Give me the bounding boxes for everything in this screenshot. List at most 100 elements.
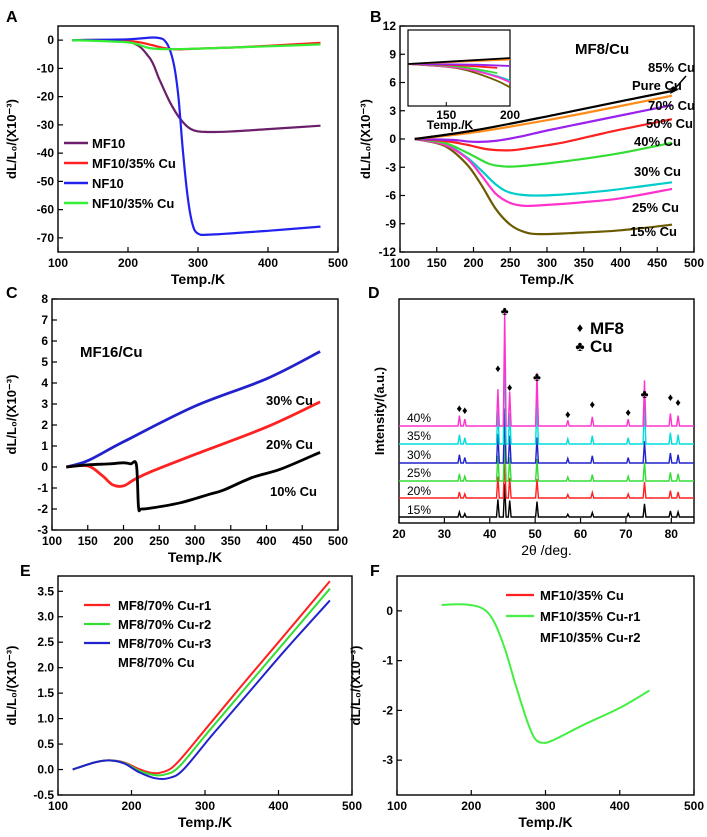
y-tick-label: -12 [379,245,397,259]
y-tick-label: 0 [389,132,396,146]
inset-series-line [408,57,510,65]
y-tick-label: 0 [47,33,54,47]
x-tick-label: 400 [268,799,288,813]
y-tick-label: -50 [37,174,55,188]
xrd-label: 35% [407,429,431,443]
x-tick-label: 20 [392,527,406,541]
y-axis-title: dL/L₀/(X10⁻³) [4,375,19,455]
y-tick-label: 9 [389,47,396,61]
x-tick-label: 400 [610,799,630,813]
y-tick-label: 2.5 [37,635,54,649]
series-label: 20% Cu [266,437,313,452]
series-label: 10% Cu [270,484,317,499]
plot-area [71,36,321,237]
series-line [414,104,673,143]
series-label: 15% Cu [630,224,677,239]
y-tick-label: -6 [385,189,396,203]
series-line [66,451,321,513]
mf8-peak-marker: ♦ [675,397,681,409]
series-line [72,599,331,781]
legend-label: MF10/35% Cu [540,588,624,603]
x-tick-label: 300 [195,799,215,813]
x-tick-label: 200 [113,534,133,548]
y-tick-label: 1.5 [37,686,54,700]
y-axis-title: Intensity/(a.u.) [372,367,387,455]
x-tick-label: 500 [684,799,704,813]
y-tick-label: -3 [37,523,48,537]
y-tick-label: -1 [37,481,48,495]
x-tick-label: 200 [463,256,483,270]
x-tick-label: 50 [528,527,542,541]
x-axis-title: Temp./K [520,271,574,287]
x-tick-label: 350 [221,534,241,548]
series-label: 30% Cu [266,393,313,408]
legend-symbol: ♣ [575,338,584,354]
y-tick-label: 0 [41,460,48,474]
xrd-pattern [399,433,694,482]
x-tick-label: 40 [483,527,497,541]
x-tick-label: 70 [619,527,633,541]
x-tick-label: 100 [42,534,62,548]
x-tick-label: 450 [647,256,667,270]
legend-label: Cu [590,337,613,356]
x-tick-label: 500 [684,256,704,270]
plot-area [65,350,321,513]
xrd-label: 20% [407,484,431,498]
x-tick-label: 300 [185,534,205,548]
xrd-pattern [399,483,694,518]
xrd-pattern [399,457,694,499]
panel-label: B [370,9,382,26]
series-label: 30% Cu [634,164,681,179]
xrd-label: 15% [407,503,431,517]
series-line [414,94,673,141]
y-tick-label: -10 [37,61,55,75]
y-tick-label: 8 [41,292,48,306]
x-tick-label: 300 [535,799,555,813]
xrd-pattern [399,347,694,445]
x-tick-label: 80 [665,527,679,541]
y-tick-label: 1 [41,439,48,453]
mf8-peak-marker: ♦ [462,405,468,417]
series-line [66,400,321,488]
mf8-peak-marker: ♦ [668,392,674,404]
y-tick-label: -70 [37,231,55,245]
y-tick-label: 2.0 [37,661,54,675]
series-line [414,118,673,152]
y-tick-label: 7 [41,313,48,327]
x-tick-label: 500 [328,534,348,548]
series-line [414,137,673,168]
y-tick-label: -2 [37,502,48,516]
y-axis-title: dL/L₀/(X10⁻³) [4,99,19,179]
y-tick-label: -9 [385,217,396,231]
y-tick-label: -40 [37,146,55,160]
y-tick-label: -3 [385,160,396,174]
legend-label: NF10 [92,176,124,191]
x-tick-label: 300 [537,256,557,270]
y-tick-label: -20 [37,90,55,104]
mf8-peak-marker: ♦ [565,409,571,421]
series-line-nf10 [71,36,321,237]
x-tick-label: 250 [500,256,520,270]
y-tick-label: 2 [41,418,48,432]
legend-symbol: ♦ [577,320,584,335]
panel-e: E 100 200 300 400 500 3.5 3.0 2.5 2.0 1.5 1.0 0.5 0.0… [4,563,362,830]
legend-label: MF8/70% Cu-r2 [118,617,211,632]
y-tick-label: 1.0 [37,712,54,726]
xrd-label: 30% [407,448,431,462]
legend-label: NF10/35% Cu [92,196,174,211]
series-line-mf10 [71,38,321,134]
series-line [65,350,321,469]
y-tick-label: 3.0 [37,610,54,624]
panel-label: D [368,285,380,302]
x-axis-title: Temp./K [178,814,232,830]
series-line-nf10-35-cu [71,39,321,51]
y-tick-label: 5 [41,355,48,369]
plot-area [72,580,331,781]
panel-b: B 100 150 200 250 300 350 400 450 500 12 9 6 3 0 -3 -6 -9… [358,9,704,287]
x-tick-label: 100 [387,799,407,813]
y-tick-label: -2 [382,703,393,717]
series-label: 40% Cu [634,134,681,149]
x-tick-label: 350 [574,256,594,270]
x-axis-title: Temp./K [171,271,225,287]
plot-area [414,89,673,236]
